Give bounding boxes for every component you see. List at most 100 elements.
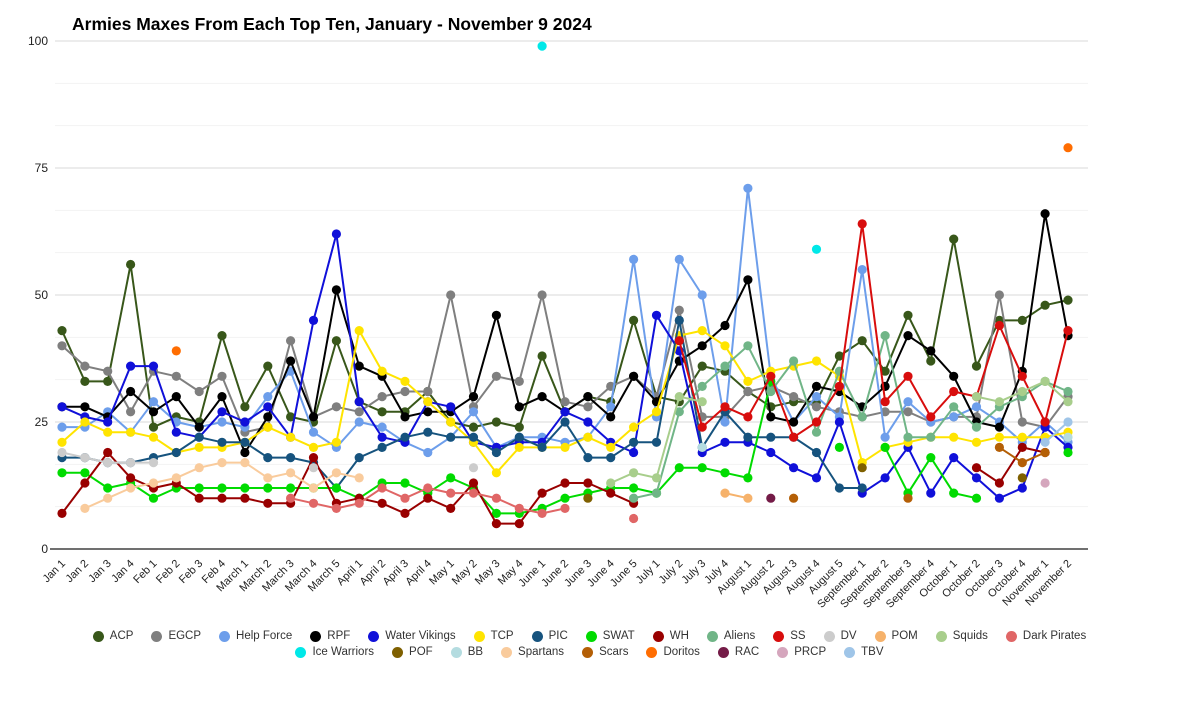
data-point-tcp <box>148 432 159 442</box>
x-axis-tick-label: July 2 <box>657 558 686 587</box>
data-point-squids <box>697 397 707 407</box>
data-point-wh <box>468 478 479 488</box>
data-point-acp <box>1017 315 1027 325</box>
data-point-scars <box>994 442 1005 452</box>
data-point-squids <box>629 468 639 478</box>
data-point-water-vikings <box>811 473 822 483</box>
data-point-rpf <box>468 392 479 402</box>
data-point-water-vikings <box>834 417 845 427</box>
data-point-prcp <box>1040 478 1050 488</box>
data-point-water-vikings <box>171 427 181 437</box>
data-point-egcp <box>194 386 204 397</box>
data-point-acp <box>514 422 524 432</box>
data-point-egcp <box>286 336 296 346</box>
data-point-aliens <box>971 422 982 432</box>
data-point-pic <box>286 453 296 463</box>
legend-label: EGCP <box>168 630 202 642</box>
data-point-dark-pirates <box>537 508 547 518</box>
data-point-aliens <box>903 432 913 442</box>
data-point-swat <box>674 463 684 473</box>
data-point-spartans <box>194 463 204 473</box>
data-point-squids <box>971 392 982 402</box>
data-point-tbv <box>1063 417 1073 427</box>
data-point-ss <box>880 397 890 407</box>
data-point-scars <box>1040 447 1050 458</box>
data-point-rpf <box>743 275 753 285</box>
legend-swatch-icon <box>823 630 835 642</box>
data-point-aliens <box>857 412 867 422</box>
data-point-egcp <box>400 386 410 397</box>
data-point-spartans <box>354 473 364 483</box>
legend-label: TCP <box>490 630 514 642</box>
data-point-acp <box>331 336 341 346</box>
data-point-pof <box>583 493 593 503</box>
legend-label: POF <box>409 646 433 658</box>
data-point-tcp <box>811 356 822 366</box>
data-point-aliens <box>926 432 936 442</box>
data-point-pic <box>491 447 501 458</box>
y-axis-tick-label: 100 <box>28 34 48 48</box>
legend-swatch-icon <box>935 630 947 642</box>
data-point-egcp <box>171 371 181 381</box>
data-point-rpf <box>629 371 639 381</box>
legend-label: SS <box>790 630 806 642</box>
data-point-rpf <box>194 422 204 432</box>
data-point-ss <box>720 402 730 412</box>
legend-swatch-icon <box>450 646 462 658</box>
data-point-help-force <box>606 402 616 412</box>
data-point-ss <box>994 320 1005 331</box>
legend-label: WH <box>669 630 689 642</box>
data-point-egcp <box>674 305 684 315</box>
legend-label: Dark Pirates <box>1022 630 1087 642</box>
legend-label: Aliens <box>723 630 756 642</box>
data-point-rpf <box>514 402 524 412</box>
legend-swatch-icon <box>392 646 404 658</box>
data-point-wh <box>194 493 204 503</box>
data-point-water-vikings <box>583 417 593 427</box>
legend-label: Help Force <box>236 630 293 642</box>
data-point-rpf <box>80 402 90 412</box>
chart-legend: ACP EGCP Help Force RPF Water Vikings TCP PIC S… <box>0 630 1179 658</box>
legend-item-scars: Scars <box>582 646 628 658</box>
data-point-wh <box>217 493 227 503</box>
data-point-water-vikings <box>308 315 319 325</box>
x-axis-tick-label: Feb 3 <box>177 558 205 586</box>
data-point-tcp <box>57 437 67 447</box>
legend-item-wh: WH <box>652 630 689 642</box>
data-point-swat <box>834 442 845 452</box>
data-point-wh <box>446 503 456 513</box>
data-point-wh <box>1017 442 1027 452</box>
data-point-rpf <box>148 407 159 417</box>
data-point-wh <box>57 508 67 518</box>
data-point-ss <box>834 381 845 391</box>
data-point-doritos <box>171 346 181 356</box>
data-point-aliens <box>651 488 662 498</box>
data-point-dv <box>308 463 319 473</box>
data-point-rpf <box>308 412 319 422</box>
data-point-dv <box>468 463 479 473</box>
legend-item-ss: SS <box>773 630 806 642</box>
data-point-egcp <box>994 290 1005 300</box>
data-point-acp <box>377 407 387 417</box>
data-point-rpf <box>697 341 707 351</box>
data-point-help-force <box>857 265 867 275</box>
data-point-dark-pirates <box>491 493 501 503</box>
legend-item-pom: POM <box>874 630 918 642</box>
data-point-egcp <box>103 366 113 376</box>
data-point-acp <box>880 366 890 376</box>
data-point-rpf <box>217 392 227 402</box>
data-point-tcp <box>514 442 524 452</box>
data-point-squids <box>606 478 616 488</box>
data-point-swat <box>57 468 67 478</box>
data-point-spartans <box>103 493 113 503</box>
data-point-acp <box>834 351 845 361</box>
y-axis-tick-label: 50 <box>35 288 49 302</box>
data-point-swat <box>629 483 639 493</box>
data-point-tcp <box>400 376 410 386</box>
data-point-wh <box>126 473 136 483</box>
data-point-help-force <box>217 417 227 427</box>
data-point-help-force <box>629 254 639 264</box>
data-point-pic <box>446 432 456 442</box>
data-point-tcp <box>743 376 753 386</box>
